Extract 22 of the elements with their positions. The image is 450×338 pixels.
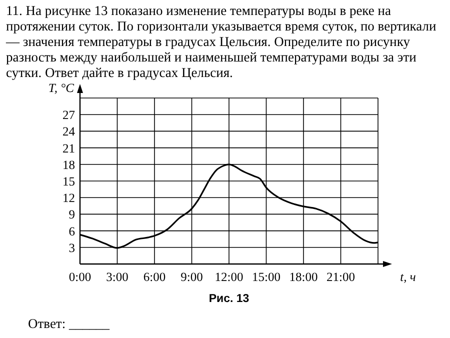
y-tick-label: 18 [62, 158, 75, 172]
x-tick-label: 6:00 [143, 270, 166, 284]
y-tick-label: 27 [62, 108, 75, 122]
y-tick-label: 9 [68, 208, 75, 222]
y-tick-label: 15 [62, 174, 75, 188]
y-tick-label: 3 [68, 240, 75, 255]
x-tick-label: 0:00 [68, 270, 92, 284]
x-tick-label: 9:00 [180, 270, 203, 284]
x-tick-label: 18:00 [289, 270, 318, 284]
y-tick-label: 21 [62, 141, 75, 156]
text: Рис. 13 [208, 293, 250, 305]
y-tick-label: 12 [62, 191, 75, 206]
y-tick-label: 24 [62, 124, 76, 139]
x-tick-label: 21:00 [326, 270, 355, 284]
y-axis-title: T, °C [48, 81, 75, 95]
y-tick-label: 6 [68, 224, 75, 238]
x-tick-label: 12:00 [214, 270, 244, 284]
chart-title: 11. На рисунке 13 показано изменение температуры воды в реке на протяжении суток. По горизонтали указывается время суток, по вертикали — значения температуры в градусах Цельсия. Определите по рисунку разность между наибольшей и наименьшей температурами воды за эти сутки. Ответ дайте в градусах Цельсия. [5, 3, 436, 80]
x-tick-label: 3:00 [106, 270, 128, 284]
x-tick-label: 15:00 [252, 270, 280, 284]
text: Ответ: ______ [28, 316, 110, 331]
x-axis-title: t, ч [400, 270, 416, 284]
